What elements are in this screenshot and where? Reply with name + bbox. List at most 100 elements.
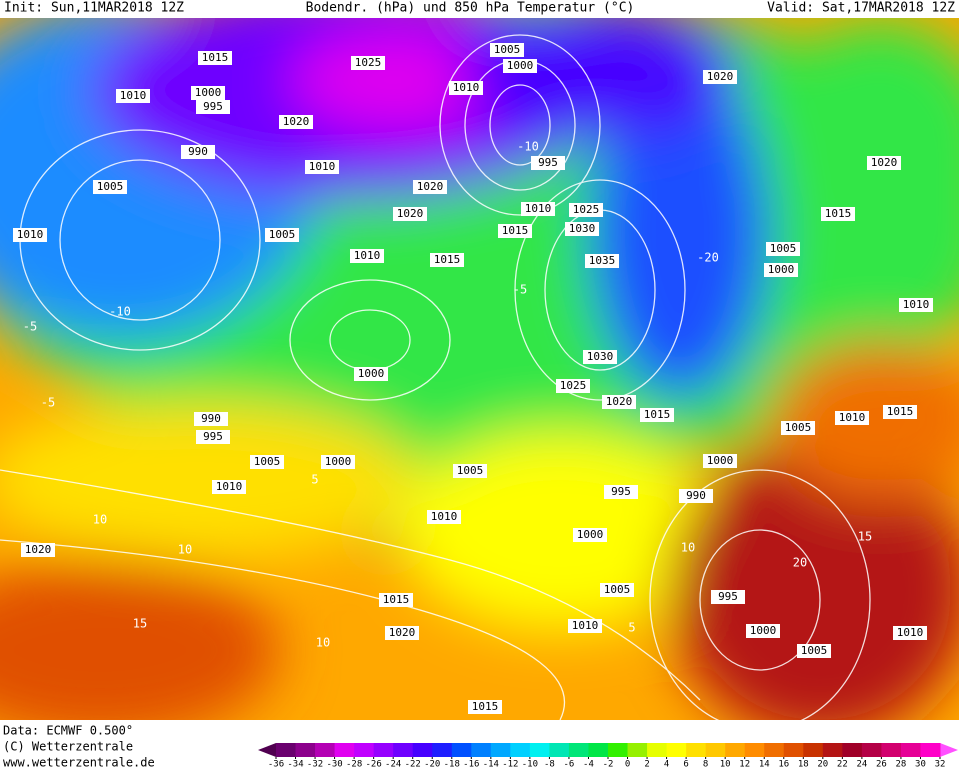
isobar-label: 995 <box>203 100 223 113</box>
colorbar-tick-label: 28 <box>896 760 907 770</box>
isobar-label-box <box>640 408 674 422</box>
isobar-label-box <box>427 510 461 524</box>
isobar-label: 1020 <box>25 543 52 556</box>
isobar-label: 1020 <box>397 207 424 220</box>
isobar-label-box <box>569 203 603 217</box>
isobar-label: 1015 <box>502 224 529 237</box>
isobar-label: 1015 <box>472 700 499 713</box>
temperature-label: 10 <box>681 541 695 555</box>
colorbar-below <box>258 743 276 757</box>
temperature-label: 15 <box>858 530 872 544</box>
isobar-label-box <box>265 228 299 242</box>
isobar-label: 1020 <box>417 180 444 193</box>
colorbar-box <box>686 743 707 757</box>
colorbar-box <box>295 743 316 757</box>
data-source: Data: ECMWF 0.500° <box>3 724 133 738</box>
temperature-label: -5 <box>41 396 55 410</box>
colorbar-box <box>744 743 765 757</box>
isobar-label: 995 <box>718 590 738 603</box>
isobar-label-box <box>351 56 385 70</box>
init-time: Init: Sun,11MAR2018 12Z <box>4 1 184 16</box>
isobar-label: 1005 <box>254 455 281 468</box>
isobar-label-box <box>21 543 55 557</box>
isobar-label-box <box>321 455 355 469</box>
isobar-label-box <box>468 700 502 714</box>
isobar-label: 990 <box>201 412 221 425</box>
map-title: Bodendr. (hPa) und 850 hPa Temperatur (°… <box>306 1 635 16</box>
colorbar-tick-label: 10 <box>720 760 731 770</box>
isobar-label-box <box>679 489 713 503</box>
colorbar-tick-label: 2 <box>644 760 649 770</box>
isobar-label: 1000 <box>577 528 604 541</box>
isobar-label: 1020 <box>606 395 633 408</box>
isobar-label: 1000 <box>768 263 795 276</box>
isobar-label-box <box>385 626 419 640</box>
isobar-label-box <box>531 156 565 170</box>
isobar-label-box <box>602 395 636 409</box>
temperature-label: 5 <box>628 621 635 635</box>
colorbar-box <box>705 743 726 757</box>
temperature-label: 10 <box>316 636 330 650</box>
colorbar-tick-label: -34 <box>287 760 303 770</box>
isobar-label: 1000 <box>707 454 734 467</box>
isobar-label-box <box>821 207 855 221</box>
valid-time: Valid: Sat,17MAR2018 12Z <box>767 1 955 16</box>
colorbar-tick-label: -32 <box>307 760 323 770</box>
colorbar-box <box>549 743 570 757</box>
isobar-label: 995 <box>538 156 558 169</box>
isobar-label: 1000 <box>750 624 777 637</box>
isobar-label-box <box>430 253 464 267</box>
colorbar-box <box>647 743 668 757</box>
isobar-label: 1020 <box>283 115 310 128</box>
colorbar-tick-label: -24 <box>385 760 401 770</box>
isobar-label-box <box>449 81 483 95</box>
isobar-label: 1010 <box>839 411 866 424</box>
isobar-label-box <box>583 350 617 364</box>
url: www.wetterzentrale.de <box>3 756 155 770</box>
isobar-label: 1010 <box>431 510 458 523</box>
isobar-label-box <box>766 242 800 256</box>
colorbar-box <box>588 743 609 757</box>
colorbar-tick-label: -20 <box>424 760 440 770</box>
isobar-label: 995 <box>203 430 223 443</box>
isobar-label: 1020 <box>707 70 734 83</box>
isobar-label-box <box>196 100 230 114</box>
temperature-label: 15 <box>133 617 147 631</box>
isobar-label-box <box>305 160 339 174</box>
colorbar-tick-label: -8 <box>544 760 555 770</box>
colorbar-box <box>842 743 863 757</box>
isobar-label: 1025 <box>573 203 600 216</box>
isobar-label-box <box>453 464 487 478</box>
isobar-label-box <box>181 145 215 159</box>
isobar-label-box <box>521 202 555 216</box>
isobar-label-box <box>835 411 869 425</box>
isobar-label: 990 <box>686 489 706 502</box>
isobar-label: 1025 <box>560 379 587 392</box>
temperature-label: -5 <box>513 283 527 297</box>
isobar-label-box <box>573 528 607 542</box>
colorbar-tick-label: 24 <box>856 760 867 770</box>
temperature-label: 20 <box>793 556 807 570</box>
colorbar-box <box>861 743 882 757</box>
colorbar-box <box>471 743 492 757</box>
colorbar-tick-label: 20 <box>817 760 828 770</box>
isobar-label: 1020 <box>389 626 416 639</box>
isobar-label-box <box>250 455 284 469</box>
colorbar-box <box>334 743 355 757</box>
isobar-label-box <box>867 156 901 170</box>
temperature-label: -10 <box>517 140 539 154</box>
colorbar-tick-label: -10 <box>522 760 538 770</box>
isobar-label-box <box>568 619 602 633</box>
isobar-label: 1005 <box>269 228 296 241</box>
isobar-label: 1010 <box>903 298 930 311</box>
isobar-label: 1010 <box>216 480 243 493</box>
colorbar-box <box>568 743 589 757</box>
colorbar-tick-label: 16 <box>778 760 789 770</box>
colorbar-tick-label: -18 <box>444 760 460 770</box>
colorbar-tick-label: -2 <box>603 760 614 770</box>
isobar-label-box <box>764 263 798 277</box>
colorbar-box <box>510 743 531 757</box>
isobar-label-box <box>883 405 917 419</box>
isobar-label-box <box>198 51 232 65</box>
